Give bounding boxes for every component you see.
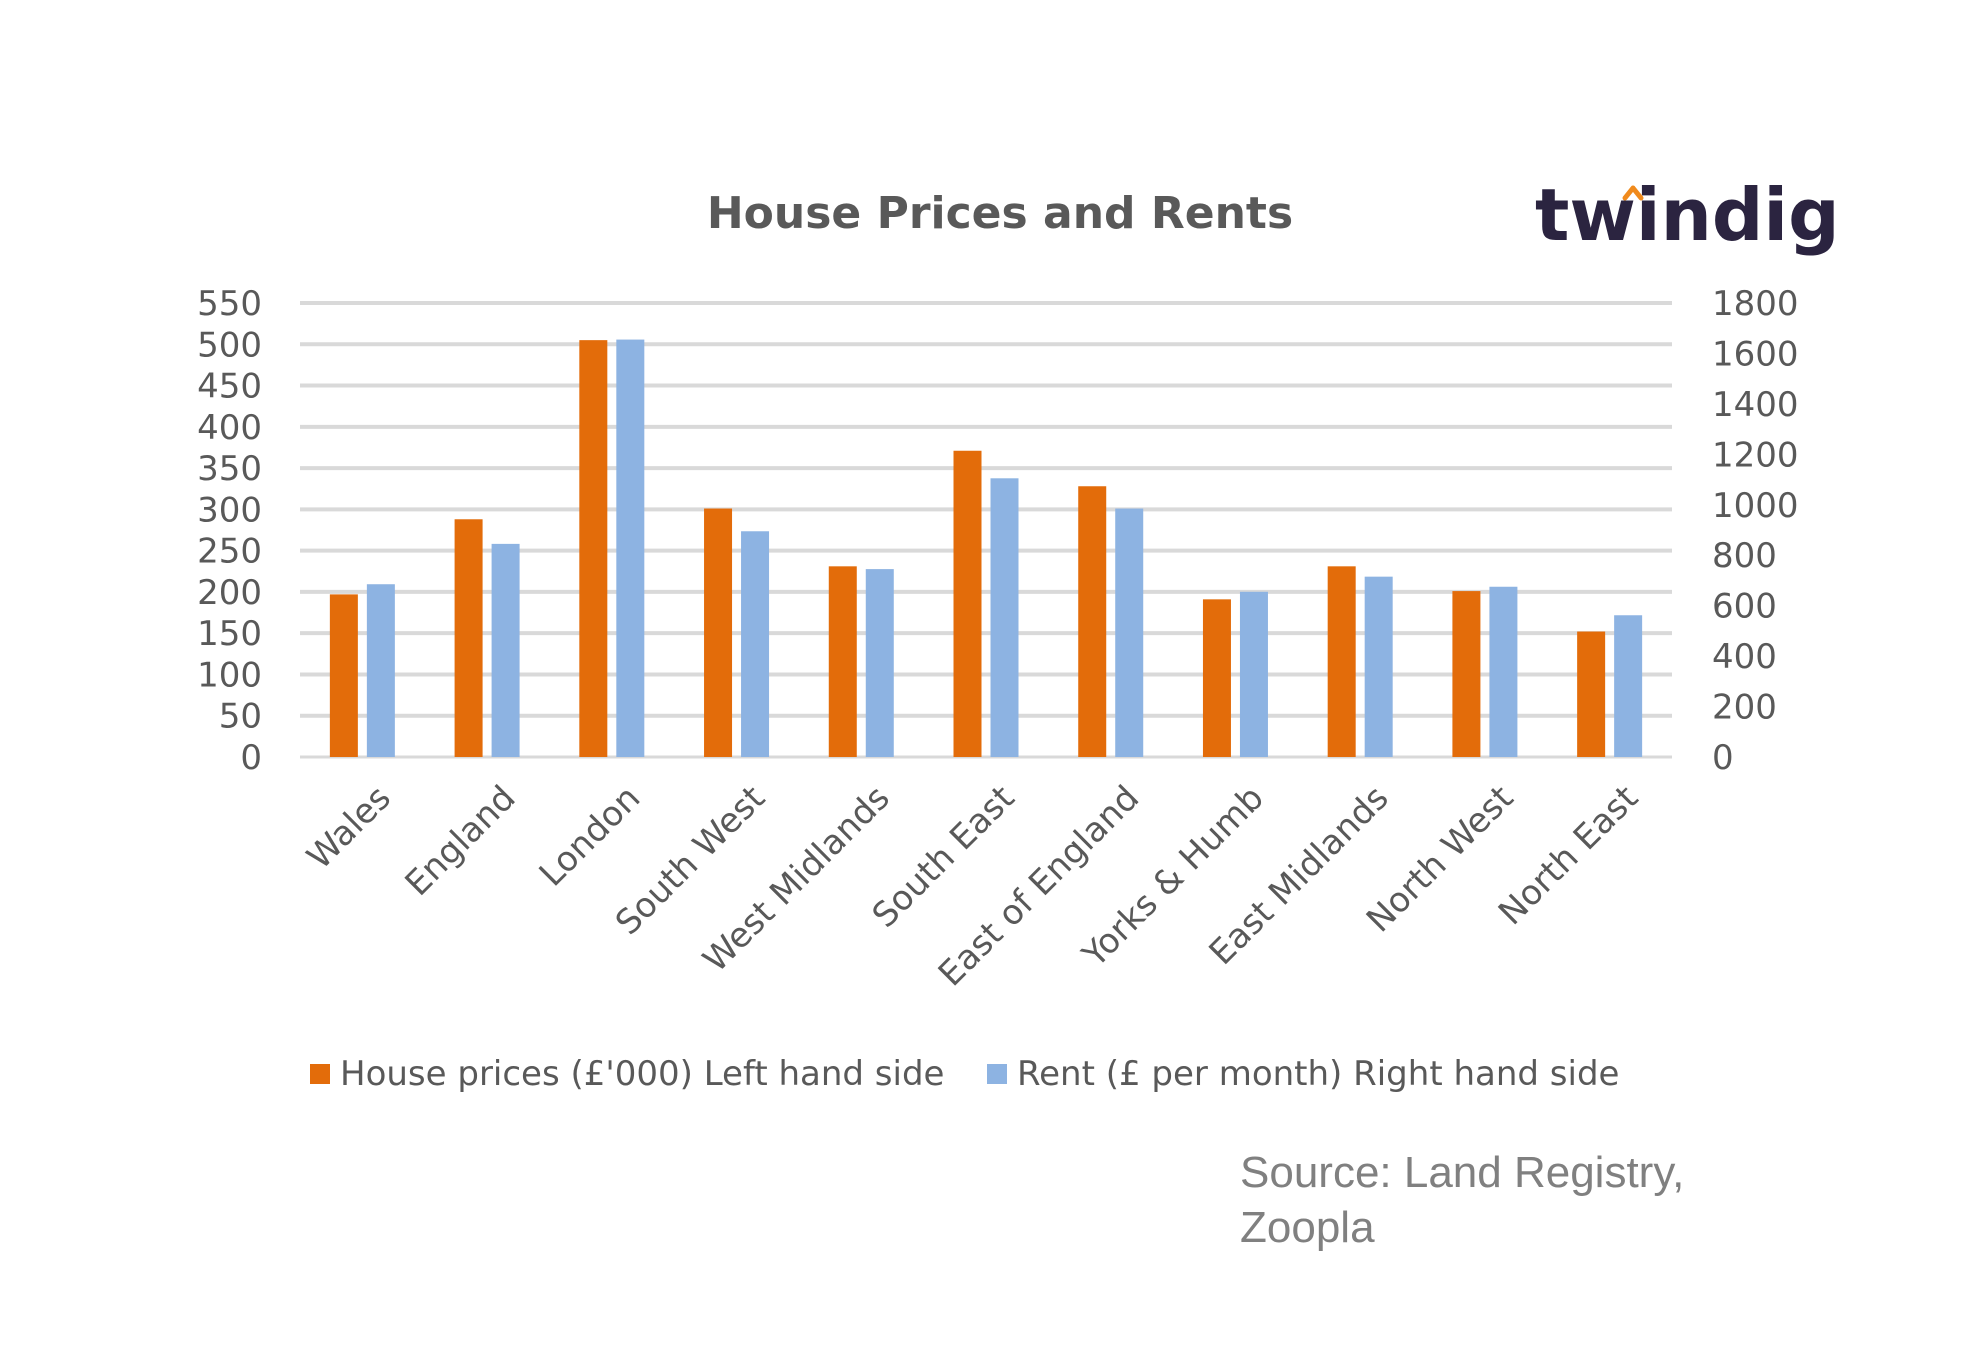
bar-house-price	[704, 508, 733, 757]
source-line-2: Zoopla	[1240, 1203, 1375, 1252]
y-left-tick-label: 300	[197, 490, 262, 530]
y-right-tick-label: 400	[1712, 637, 1777, 677]
y-left-tick-label: 400	[197, 408, 262, 448]
y-right-tick-label: 1600	[1712, 334, 1799, 374]
y-left-tick-label: 250	[197, 532, 262, 572]
legend-swatch	[987, 1064, 1007, 1084]
y-right-tick-label: 800	[1712, 536, 1777, 576]
y-right-tick-label: 1000	[1712, 486, 1799, 526]
bar-house-price	[1078, 486, 1107, 757]
source-line-1: Source: Land Registry,	[1240, 1148, 1684, 1197]
bar-rent	[1239, 591, 1268, 757]
bar-rent	[990, 478, 1019, 757]
y-left-tick-label: 0	[240, 738, 262, 778]
x-category-label: London	[532, 778, 648, 894]
bar-house-price	[953, 450, 982, 757]
bar-rent	[741, 531, 770, 757]
legend-swatch	[310, 1064, 330, 1084]
y-right-tick-label: 600	[1712, 587, 1777, 627]
bar-rent	[865, 569, 894, 757]
gridlines	[300, 301, 1672, 759]
bar-house-price	[579, 340, 608, 757]
x-category-label: England	[398, 778, 524, 904]
legend-label: Rent (£ per month) Right hand side	[1017, 1054, 1619, 1094]
bar-rent	[1364, 576, 1393, 757]
bar-rent	[491, 543, 520, 757]
logo-text: twindig	[1535, 173, 1840, 257]
y-left-tick-label: 100	[197, 655, 262, 695]
bar-house-price	[1452, 591, 1481, 757]
bar-house-price	[1202, 599, 1231, 757]
bar-rent	[616, 339, 645, 757]
y-right-tick-label: 1200	[1712, 435, 1799, 475]
y-right-tick-label: 0	[1712, 738, 1734, 778]
bar-rent	[1614, 615, 1643, 757]
bar-rent	[1489, 586, 1518, 757]
y-left-tick-label: 50	[219, 697, 262, 737]
y-left-tick-label: 450	[197, 367, 262, 407]
bar-house-price	[1327, 566, 1356, 757]
legend: House prices (£'000) Left hand side Rent …	[310, 1054, 1619, 1094]
y-left-tick-label: 500	[197, 325, 262, 365]
bar-house-price	[1577, 631, 1606, 757]
y-right-tick-label: 200	[1712, 688, 1777, 728]
legend-label: House prices (£'000) Left hand side	[340, 1054, 944, 1094]
y-left-tick-label: 200	[197, 573, 262, 613]
bar-rent	[1115, 508, 1144, 757]
chart-title: House Prices and Rents	[707, 188, 1293, 239]
logo-chevron-icon	[1622, 185, 1644, 201]
bars	[329, 339, 1643, 757]
y-left-tick-label: 350	[197, 449, 262, 489]
bar-house-price	[329, 594, 358, 757]
y-right-tick-label: 1800	[1712, 284, 1799, 324]
y-right-tick-label: 1400	[1712, 385, 1799, 425]
bar-rent	[366, 584, 395, 757]
bar-house-price	[828, 566, 857, 757]
x-category-label: Wales	[299, 778, 398, 877]
y-right-tick-labels: 0 200 400 600 800 1000 1200 1400 1600 1800	[1712, 284, 1799, 778]
twindig-logo: twindig	[1535, 173, 1840, 257]
bar-house-price	[454, 519, 483, 757]
y-left-tick-label: 550	[197, 284, 262, 324]
y-left-tick-label: 150	[197, 614, 262, 654]
